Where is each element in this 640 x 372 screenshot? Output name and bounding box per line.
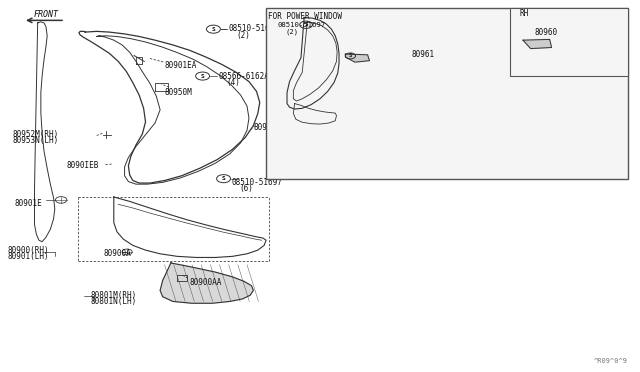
Text: 80952M(RH): 80952M(RH) <box>12 130 58 139</box>
Text: (2): (2) <box>236 31 250 39</box>
Text: 08510-51697: 08510-51697 <box>231 178 282 187</box>
Text: 80900AA: 80900AA <box>190 278 222 286</box>
Text: 08510-51697: 08510-51697 <box>228 24 279 33</box>
Text: 80961: 80961 <box>412 49 435 58</box>
Text: 08510-51697: 08510-51697 <box>278 22 326 28</box>
Text: FOR POWER WINDOW: FOR POWER WINDOW <box>268 12 342 21</box>
Text: S: S <box>304 22 308 27</box>
Text: 80950M: 80950M <box>164 88 192 97</box>
Text: S: S <box>349 54 352 58</box>
Text: (6): (6) <box>239 185 253 193</box>
Text: 80900A: 80900A <box>103 249 131 258</box>
Text: S: S <box>221 176 225 181</box>
Text: 80801M(RH): 80801M(RH) <box>90 291 136 300</box>
Text: FRONT: FRONT <box>33 10 58 19</box>
Text: 80900AB: 80900AB <box>253 123 285 132</box>
Text: (2): (2) <box>285 28 299 35</box>
Text: 8090IEB: 8090IEB <box>66 161 99 170</box>
Text: 80953N(LH): 80953N(LH) <box>12 137 58 145</box>
Bar <box>266 8 628 179</box>
Bar <box>510 8 628 76</box>
Text: 80960: 80960 <box>534 28 557 36</box>
Text: 08566-6162A: 08566-6162A <box>218 71 269 81</box>
Text: S: S <box>201 74 205 78</box>
Text: 80801N(LH): 80801N(LH) <box>90 297 136 306</box>
Text: RH: RH <box>520 9 529 17</box>
Text: ^R09^0^9: ^R09^0^9 <box>594 358 628 364</box>
Text: 80901E: 80901E <box>14 199 42 208</box>
Text: 80901EA: 80901EA <box>164 61 197 70</box>
Text: (4): (4) <box>227 78 241 87</box>
Polygon shape <box>346 54 369 62</box>
Text: 80901(LH): 80901(LH) <box>8 252 49 261</box>
Polygon shape <box>523 39 552 49</box>
Text: S: S <box>212 27 215 32</box>
Text: 80900(RH): 80900(RH) <box>8 246 49 254</box>
Polygon shape <box>160 263 253 303</box>
